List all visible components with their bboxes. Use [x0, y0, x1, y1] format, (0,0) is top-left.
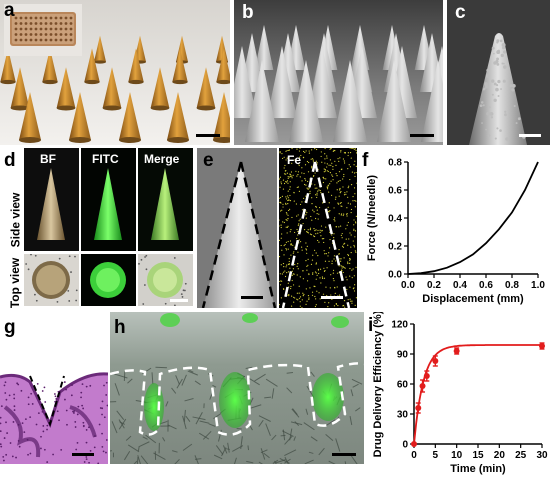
x-axis-label: Displacement (mm) [422, 293, 524, 305]
x-tick-label: 0.2 [427, 280, 441, 291]
y-tick-label: 90 [397, 350, 409, 361]
row-label-side-view: Side view [8, 192, 23, 248]
y-tick-label: 0.2 [388, 242, 402, 253]
he-stained-skin-image [0, 312, 108, 464]
bf-side-image [24, 148, 79, 251]
scale-bar [196, 134, 220, 137]
channel-label-bf: BF [40, 152, 56, 166]
y-axis-label: Force (N/needle) [366, 175, 378, 262]
microneedle-array-photo [0, 0, 230, 145]
y-tick-label: 0.4 [388, 214, 402, 225]
series-line [413, 344, 542, 445]
sem-needle-array [234, 0, 443, 145]
panel-label: e [203, 150, 214, 171]
channel-label-merge: Merge [144, 152, 180, 166]
data-point [539, 343, 545, 349]
x-tick-label: 30 [536, 450, 548, 461]
y-tick-label: 0.6 [388, 186, 402, 197]
panel-label: c [455, 2, 466, 23]
sem-needle-image [197, 148, 277, 308]
channel-label-fe: Fe [287, 153, 302, 167]
x-tick-label: 0.0 [401, 280, 415, 291]
y-tick-label: 0.8 [388, 158, 402, 169]
x-tick-label: 15 [472, 450, 484, 461]
panel-label: h [114, 317, 126, 338]
panel-g-histology: g [0, 312, 108, 464]
y-tick-label: 0 [402, 440, 408, 451]
scale-bar [321, 296, 343, 299]
skin-section-merged-image [110, 312, 364, 464]
data-point [411, 441, 417, 447]
panel-label: d [4, 150, 16, 171]
panel-h-fluorescence-skin: h [110, 312, 364, 464]
data-point [423, 373, 430, 379]
drug-delivery-chart: 0 5 10 15 20 25 30 0 30 60 90 120 Time (min) Drug Del… [372, 312, 548, 475]
panel-label: f [362, 150, 369, 171]
y-tick-label: 0.0 [388, 270, 402, 281]
panel-c-sem-tip: c [447, 0, 550, 145]
bf-top-image [24, 254, 79, 306]
y-tick-label: 60 [397, 380, 409, 391]
panel-b-sem: b [234, 0, 443, 145]
row-label-top-view: Top view [8, 257, 23, 308]
channel-label-fitc: FITC [92, 152, 119, 166]
scale-bar [519, 134, 541, 137]
x-tick-label: 20 [494, 450, 506, 461]
panel-label: i [368, 315, 374, 336]
y-tick-label: 120 [391, 320, 408, 331]
merge-side-image [138, 148, 193, 251]
panel-d-fluorescence-grid: d Side view Top view BF FITC Merge [0, 148, 195, 308]
y-axis-label: Drug Delivery Efficiency (%) [372, 312, 384, 457]
series-line [407, 161, 539, 275]
fe-map-image [279, 148, 357, 308]
x-tick-label: 25 [515, 450, 527, 461]
data-point [419, 383, 426, 389]
x-axis-label: Time (min) [450, 463, 506, 475]
scale-bar [241, 296, 263, 299]
panel-e-sem-eds: e Fe [197, 148, 357, 308]
x-tick-label: 1.0 [531, 280, 545, 291]
scale-bar [410, 134, 434, 137]
x-tick-label: 5 [433, 450, 439, 461]
x-tick-label: 10 [451, 450, 463, 461]
panel-i-delivery-chart: i 0 5 10 15 20 25 30 0 30 60 90 120 Time (min) Drug D… [366, 312, 550, 481]
x-tick-label: 0.6 [479, 280, 493, 291]
merge-top-image [138, 254, 193, 306]
panel-label: g [4, 317, 16, 338]
data-point [415, 405, 422, 411]
panel-a-photo: a [0, 0, 230, 145]
sem-needle-tip [447, 0, 550, 145]
panel-label: b [242, 2, 254, 23]
force-displacement-chart: 0.0 0.2 0.4 0.6 0.8 1.0 0.0 0.2 0.4 0.6 0.8 Displac… [366, 158, 545, 306]
x-tick-label: 0.8 [505, 280, 519, 291]
data-point [453, 348, 460, 354]
scale-bar [72, 453, 94, 456]
y-tick-label: 30 [397, 410, 409, 421]
fitc-top-image [81, 254, 136, 306]
fitc-side-image [81, 148, 136, 251]
data-point [432, 358, 439, 364]
panel-label: a [4, 0, 15, 21]
panel-f-force-chart: f 0.0 0.2 0.4 0.6 0.8 1.0 0.0 0.2 0.4 0.6 0.8 Displ… [360, 148, 550, 310]
x-tick-label: 0.4 [453, 280, 467, 291]
scale-bar [332, 453, 356, 456]
scale-bar [170, 299, 188, 302]
x-tick-label: 0 [411, 450, 417, 461]
